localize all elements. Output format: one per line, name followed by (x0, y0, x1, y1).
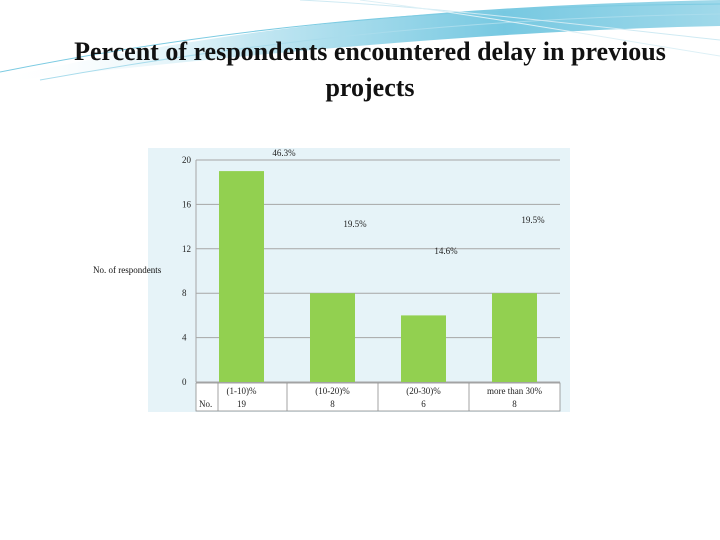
y-tick-label: 8 (182, 288, 187, 298)
y-tick-label: 16 (182, 199, 192, 209)
y-tick-label: 20 (182, 155, 192, 165)
x-category-label: (10-20)% (315, 386, 350, 396)
x-category-label: (1-10)% (227, 386, 257, 396)
data-table-row-label: No. (199, 399, 212, 409)
y-axis-label: No. of respondents (93, 265, 162, 275)
y-tick-label: 12 (182, 244, 191, 254)
bar (219, 171, 264, 382)
banner-swoosh-line (359, 0, 720, 57)
y-tick-label: 4 (182, 333, 187, 343)
data-table-value: 19 (237, 399, 247, 409)
title-banner-decoration (0, 0, 720, 82)
banner-swoosh-line (39, 13, 720, 81)
data-table: No. (1-10)% 19 (10-20)% 8 (20-30)% 6 more than … (195, 382, 561, 412)
page-title: Percent of respondents encountered delay… (74, 37, 666, 102)
bar (310, 293, 355, 382)
data-label: 46.3% (272, 148, 296, 158)
banner-swoosh-line (0, 3, 720, 73)
data-label: 19.5% (343, 219, 367, 229)
banner-swoosh-line (299, 0, 720, 41)
data-labels: 46.3% 19.5% 14.6% 19.5% (272, 148, 545, 256)
data-label: 19.5% (521, 215, 545, 225)
data-table-value: 8 (512, 399, 517, 409)
bar (492, 293, 537, 382)
data-label: 14.6% (434, 246, 458, 256)
y-tick-label: 0 (182, 377, 187, 387)
data-table-value: 6 (421, 399, 426, 409)
bar (401, 315, 446, 382)
x-category-label: more than 30% (487, 386, 542, 396)
y-axis-ticks: 0 4 8 12 16 20 (182, 155, 192, 387)
data-table-value: 8 (330, 399, 335, 409)
bars (219, 171, 537, 382)
x-category-label: (20-30)% (406, 386, 441, 396)
